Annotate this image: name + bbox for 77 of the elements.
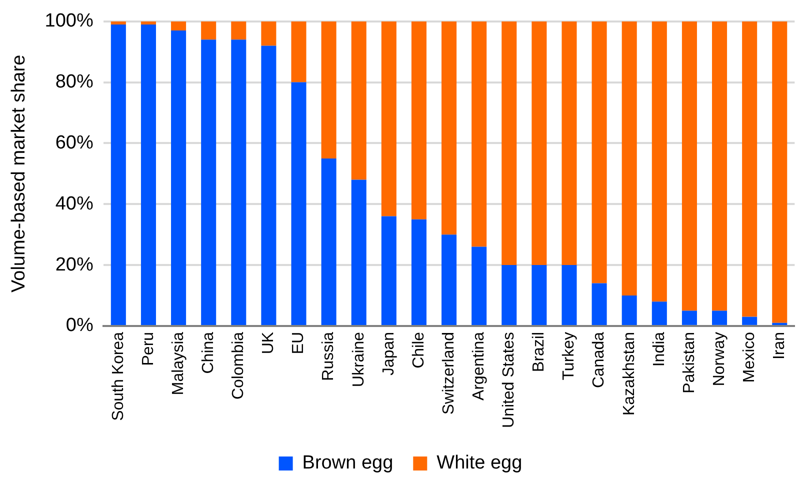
bar bbox=[652, 302, 667, 325]
bar bbox=[110, 21, 126, 24]
x-tick-label: Ukraine bbox=[350, 332, 368, 388]
x-tick-label: China bbox=[200, 332, 217, 374]
bar bbox=[772, 21, 788, 323]
bar bbox=[532, 265, 547, 325]
x-tick-label: Chile bbox=[410, 332, 428, 368]
bar bbox=[140, 21, 156, 24]
bar bbox=[472, 246, 487, 325]
x-tick-label: Iran bbox=[771, 332, 788, 360]
bar bbox=[592, 21, 607, 284]
x-tick-label: Brazil bbox=[530, 332, 548, 372]
x-tick-label: Malaysia bbox=[170, 332, 187, 396]
bar bbox=[231, 21, 246, 40]
x-tick-label: Canada bbox=[590, 332, 608, 388]
bar bbox=[502, 21, 517, 266]
bar bbox=[652, 21, 667, 302]
y-tick-label: 40% bbox=[55, 193, 94, 214]
bar bbox=[171, 30, 186, 325]
bar bbox=[742, 21, 758, 317]
x-tick-label: India bbox=[650, 332, 668, 367]
bar bbox=[442, 234, 457, 325]
x-tick-label: Mexico bbox=[740, 332, 758, 383]
x-tick-label: Peru bbox=[140, 332, 157, 366]
x-tick-label: Kazakhstan bbox=[620, 332, 638, 416]
bar bbox=[291, 82, 306, 325]
bar bbox=[502, 265, 517, 325]
bar bbox=[712, 310, 728, 325]
x-tick-label: Pakistan bbox=[680, 332, 698, 394]
bar bbox=[562, 21, 577, 266]
bar bbox=[682, 310, 697, 325]
y-tick-label: 100% bbox=[44, 10, 94, 32]
x-tick-label: Colombia bbox=[230, 332, 248, 400]
bar bbox=[231, 40, 246, 325]
x-tick-label: UK bbox=[260, 332, 278, 354]
legend-label: White egg bbox=[436, 452, 522, 474]
bar bbox=[411, 219, 426, 325]
bar bbox=[201, 21, 216, 40]
x-tick-label: Japan bbox=[380, 332, 398, 376]
bar bbox=[622, 21, 637, 296]
y-tick-label: 20% bbox=[55, 254, 94, 276]
bar bbox=[261, 21, 276, 46]
bar bbox=[321, 21, 336, 158]
bar bbox=[442, 21, 457, 235]
bar bbox=[381, 21, 396, 216]
bar bbox=[351, 180, 366, 325]
bar bbox=[532, 21, 547, 266]
x-tick-label: Turkey bbox=[560, 332, 578, 380]
bar bbox=[682, 21, 697, 311]
x-tick-label: United States bbox=[500, 332, 518, 428]
bar bbox=[201, 40, 216, 325]
bar bbox=[351, 21, 366, 180]
bar bbox=[291, 21, 306, 82]
legend-label: Brown egg bbox=[302, 452, 394, 474]
bar bbox=[622, 295, 637, 325]
y-tick-label: 60% bbox=[55, 132, 94, 154]
y-tick-label: 80% bbox=[55, 72, 94, 93]
bar bbox=[140, 24, 156, 325]
x-tick-label: Argentina bbox=[470, 332, 488, 400]
bar bbox=[562, 265, 577, 325]
bar bbox=[261, 46, 276, 325]
bar bbox=[321, 158, 336, 325]
bar bbox=[742, 316, 758, 325]
bar bbox=[171, 21, 186, 31]
y-tick-label: 0% bbox=[66, 315, 94, 336]
x-tick-label: South Korea bbox=[110, 332, 127, 421]
bar bbox=[472, 21, 487, 247]
bar bbox=[110, 24, 126, 325]
x-tick-label: Russia bbox=[320, 332, 338, 381]
x-tick-label: Switzerland bbox=[440, 332, 458, 415]
bar bbox=[411, 21, 426, 220]
bar bbox=[381, 216, 396, 325]
bar bbox=[592, 283, 607, 325]
x-tick-label: Norway bbox=[710, 332, 728, 386]
y-axis-title: Volume-based market share bbox=[8, 54, 30, 292]
bar bbox=[712, 21, 728, 311]
x-tick-label: EU bbox=[290, 332, 308, 354]
